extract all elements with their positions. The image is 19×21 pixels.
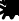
Text: 246: 246 (5, 0, 19, 20)
Text: 240: 240 (4, 0, 19, 20)
Text: 230: 230 (5, 0, 19, 21)
Text: 296: 296 (13, 0, 19, 15)
Text: 294: 294 (13, 0, 19, 21)
Text: 258: 258 (7, 0, 19, 14)
Text: 254: 254 (10, 0, 19, 17)
Text: 272: 272 (8, 0, 19, 13)
Circle shape (8, 5, 10, 7)
Text: 242: 242 (6, 0, 19, 20)
Text: FIG. 2: FIG. 2 (13, 0, 19, 21)
Text: 244: 244 (5, 0, 19, 19)
Text: 262: 262 (6, 0, 19, 14)
Text: 286: 286 (8, 0, 19, 11)
Text: 204: 204 (3, 0, 19, 14)
Text: V: V (5, 3, 19, 21)
Text: 292: 292 (7, 0, 19, 19)
Text: V: V (2, 0, 16, 16)
Circle shape (12, 12, 13, 14)
